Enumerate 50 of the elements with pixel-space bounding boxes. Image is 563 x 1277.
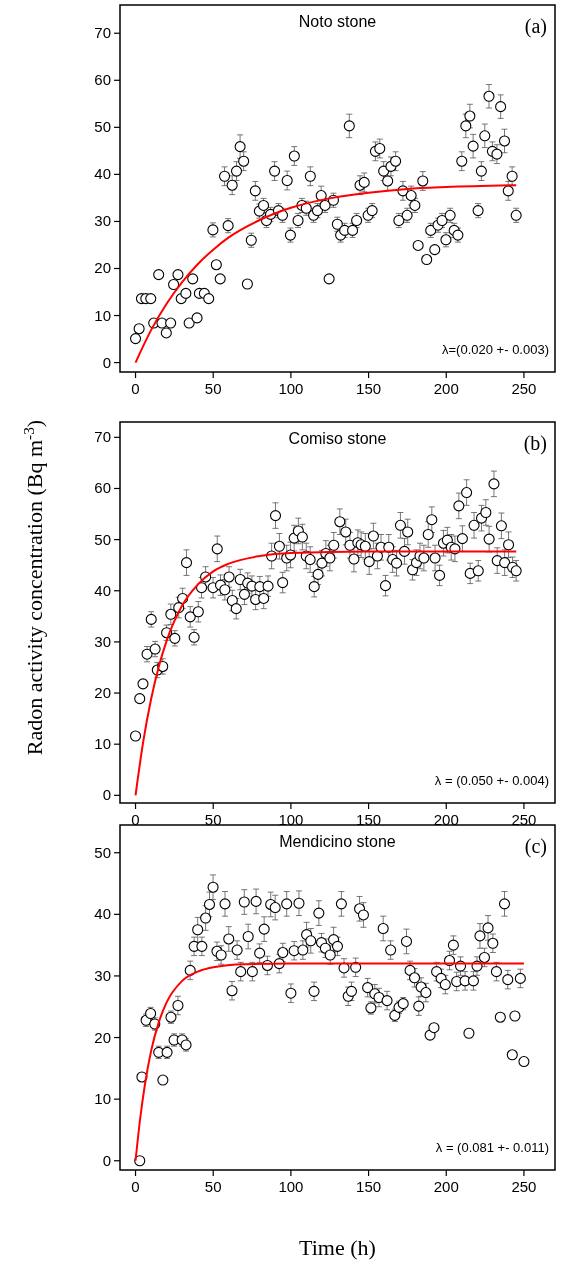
y-tick-label: 60 xyxy=(94,479,111,497)
x-tick-label: 0 xyxy=(131,380,140,397)
y-tick-label: 0 xyxy=(102,786,111,804)
x-tick-label: 100 xyxy=(278,380,304,397)
x-tick-label: 150 xyxy=(356,811,382,828)
annotation: (b) xyxy=(523,432,547,455)
y-tick-label: 30 xyxy=(94,632,111,650)
y-tick-label: 10 xyxy=(94,1090,111,1108)
y-tick-label: 40 xyxy=(94,905,111,923)
x-tick-label: 200 xyxy=(433,811,459,828)
y-tick-label: 10 xyxy=(94,306,111,324)
x-tick-label: 50 xyxy=(204,1178,222,1195)
text: Noto stone xyxy=(298,13,377,30)
y-tick-label: 40 xyxy=(94,165,111,183)
annotation: λ = (0.050 +- 0.004) xyxy=(434,773,549,788)
x-tick-label: 50 xyxy=(204,380,222,397)
y-tick-label: 10 xyxy=(94,735,111,753)
x-tick-label: 250 xyxy=(511,1178,537,1195)
x-tick-label: 250 xyxy=(511,811,537,828)
y-tick-label: 50 xyxy=(94,843,111,861)
y-tick-label: 20 xyxy=(94,684,111,702)
y-tick-label: 0 xyxy=(102,353,111,371)
annotation: (a) xyxy=(524,15,547,38)
x-tick-label: 200 xyxy=(433,1178,459,1195)
y-tick-label: 50 xyxy=(94,118,111,136)
y-tick-label: 60 xyxy=(94,71,111,89)
x-tick-label: 250 xyxy=(511,380,537,397)
annotation: (c) xyxy=(524,835,547,858)
y-tick-label: 70 xyxy=(94,24,111,42)
x-tick-label: 150 xyxy=(356,380,382,397)
x-tick-label: 50 xyxy=(204,811,222,828)
x-tick-label: 100 xyxy=(278,811,304,828)
y-tick-label: 30 xyxy=(94,966,111,984)
text: Comiso stone xyxy=(288,430,387,447)
x-tick-label: 150 xyxy=(356,1178,382,1195)
x-tick-label: 0 xyxy=(131,1178,140,1195)
x-tick-label: 100 xyxy=(278,1178,304,1195)
x-axis-title: Time (h) xyxy=(299,1235,376,1260)
x-tick-label: 0 xyxy=(131,811,140,828)
text: Mendicino stone xyxy=(279,833,396,850)
y-tick-label: 0 xyxy=(102,1151,111,1169)
y-tick-label: 70 xyxy=(94,428,111,446)
y-tick-label: 20 xyxy=(94,259,111,277)
y-tick-label: 50 xyxy=(94,530,111,548)
y-tick-label: 20 xyxy=(94,1028,111,1046)
y-tick-label: 40 xyxy=(94,581,111,599)
annotation: λ = (0.081 +- 0.011) xyxy=(435,1140,549,1155)
annotation: λ=(0.020 +- 0.003) xyxy=(442,342,549,357)
x-tick-label: 200 xyxy=(433,380,459,397)
y-tick-label: 30 xyxy=(94,212,111,230)
